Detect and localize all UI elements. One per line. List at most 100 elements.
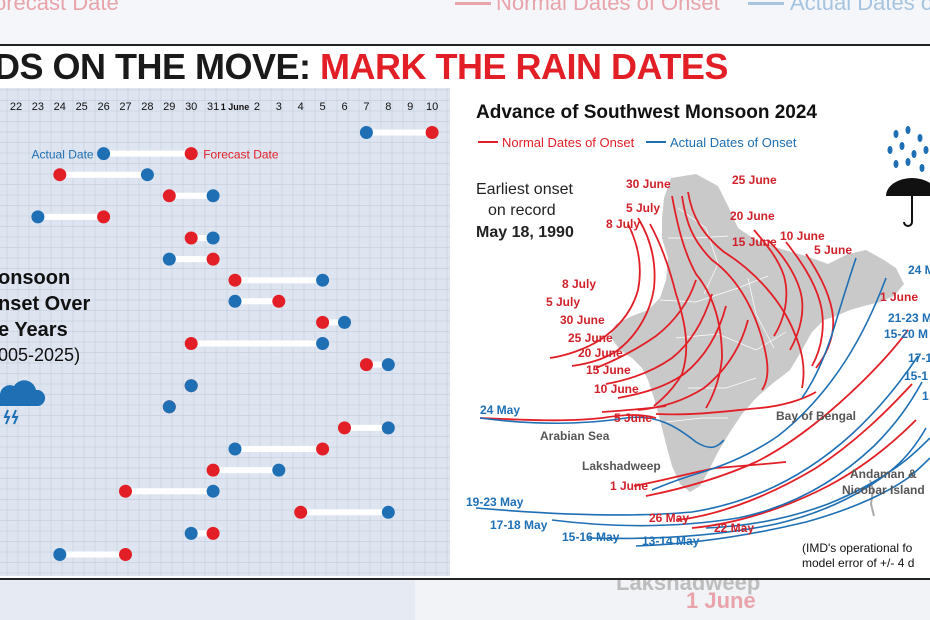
x-tick-label: 30	[185, 101, 197, 113]
x-tick-label: 10	[426, 101, 438, 113]
legend-forecast-label: Forecast Date	[203, 148, 279, 162]
actual-dot	[184, 379, 198, 393]
onset-dumbbell-chart: 22 23 24 25 26 27 28 29 30 31 1 June 2 3 4 5 6 7 8 9 10 Act…	[0, 88, 450, 576]
normal-label: 5 June	[814, 243, 852, 257]
x-tick-label: 1 June	[221, 102, 250, 112]
actual-dot	[31, 210, 45, 224]
dumbbell-row	[31, 210, 111, 224]
x-tick-label: 4	[298, 101, 304, 113]
normal-label: 26 May	[649, 511, 689, 525]
normal-label: 20 June	[578, 346, 623, 360]
normal-label: 25 June	[568, 331, 613, 345]
actual-label: 17-18 May	[490, 518, 548, 532]
chart-title-line: onsoon	[0, 267, 70, 289]
bg-forecast-text: orecast Date	[0, 0, 119, 15]
actual-dot	[381, 421, 395, 435]
actual-dot	[316, 273, 330, 287]
bg-normal-line	[455, 2, 491, 5]
actual-label: 21-23 M	[888, 311, 930, 325]
actual-dot	[206, 484, 220, 498]
forecast-dot	[97, 210, 111, 224]
bg-place-text: Lakshadweep	[616, 576, 761, 595]
x-tick-labels: 22 23 24 25 26 27 28 29 30 31 1 June 2 3 4 5 6 7 8 9 10	[10, 101, 438, 113]
normal-label-1june: 1 June	[610, 479, 648, 493]
monsoon-map-panel: Advance of Southwest Monsoon 2024 Normal…	[456, 88, 930, 576]
forecast-dot	[316, 442, 330, 456]
normal-label: 1 June	[880, 290, 918, 304]
dumbbell-row	[206, 463, 286, 477]
normal-label: 30 June	[560, 313, 605, 327]
x-tick-label: 26	[97, 101, 109, 113]
x-tick-label: 9	[407, 101, 413, 113]
legend-actual-label: Actual Dates of Onset	[670, 135, 797, 150]
dumbbell-row	[162, 189, 220, 203]
india-landmass	[610, 174, 904, 492]
actual-label: 15-20 M	[884, 327, 928, 341]
actual-dot	[162, 400, 176, 414]
normal-label: 20 June	[730, 209, 775, 223]
legend-actual-label: Actual Date	[32, 148, 94, 162]
actual-dot	[228, 294, 242, 308]
x-tick-label: 29	[163, 101, 175, 113]
actual-dot	[228, 442, 242, 456]
forecast-dot	[294, 505, 308, 519]
bg-normal-legend: Normal Dates of Onset	[496, 0, 720, 15]
annotation-line2: on record	[488, 202, 556, 219]
forecast-dot	[206, 526, 220, 540]
normal-label: 25 June	[732, 173, 777, 187]
actual-dot	[184, 526, 198, 540]
actual-dot	[162, 252, 176, 266]
chart-title-line: e Years	[0, 319, 68, 341]
normal-label: 5 July	[546, 295, 580, 309]
actual-label: 19-23 May	[466, 495, 524, 509]
forecast-dot	[162, 189, 176, 203]
actual-label: 24 May	[480, 403, 520, 417]
forecast-dot	[338, 421, 351, 435]
bg-actual-line	[748, 2, 784, 5]
chart-grid	[0, 88, 450, 576]
actual-dot	[381, 505, 395, 519]
place-andaman: Andaman &	[850, 467, 917, 481]
actual-label: 15-1	[904, 369, 928, 383]
headline: DS ON THE MOVE: MARK THE RAIN DATES	[0, 46, 930, 88]
dumbbell-row	[359, 126, 439, 139]
forecast-dot	[184, 147, 198, 161]
map-title: Advance of Southwest Monsoon 2024	[476, 102, 817, 123]
grid-background	[0, 88, 450, 576]
dumbbell-row	[162, 252, 220, 266]
place-labels: Arabian Sea Bay of Bengal Lakshadweep An…	[540, 409, 925, 497]
background-top-strip: orecast Date Normal Dates of Onset Actua…	[0, 0, 930, 44]
bg-grid-remnant	[0, 576, 415, 620]
actual-dot	[359, 126, 373, 139]
normal-label: 10 June	[780, 229, 825, 243]
cloud-icon	[0, 380, 46, 425]
dumbbell-row	[184, 337, 330, 350]
headline-part1: DS ON THE MOVE:	[0, 46, 321, 87]
x-tick-label: 31	[207, 101, 219, 113]
bg-actual-legend: Actual Dates o	[790, 0, 930, 15]
chart-title: onsoon nset Over e Years 005-2025)	[0, 267, 90, 365]
actual-dot	[381, 358, 395, 372]
dumbbell-row	[162, 400, 176, 414]
actual-dot	[140, 168, 154, 182]
footnote-line1: (IMD's operational fo	[802, 541, 913, 555]
normal-label: 15 June	[732, 235, 777, 249]
actual-label: 15-16 May	[562, 530, 620, 544]
actual-onset-lines	[475, 257, 930, 547]
normal-label: 8 July	[606, 217, 640, 231]
actual-label: 1	[922, 389, 929, 403]
actual-dot	[53, 548, 67, 561]
actual-dot	[338, 315, 351, 329]
bg-date-text: 1 June	[686, 588, 756, 613]
chart-title-line: nset Over	[0, 293, 90, 315]
x-tick-label: 7	[363, 101, 369, 113]
monsoon-map: Advance of Southwest Monsoon 2024 Normal…	[466, 102, 930, 570]
x-tick-label: 24	[54, 101, 66, 113]
dumbbell-row	[338, 421, 395, 435]
dumbbell-row: Actual Date Forecast Date	[32, 147, 279, 162]
normal-label: 10 June	[594, 382, 639, 396]
actual-dot	[272, 463, 286, 477]
actual-label: 17-1	[908, 351, 930, 365]
place-nicobar: Nicobar Island	[842, 483, 925, 497]
dumbbell-row	[53, 548, 132, 561]
